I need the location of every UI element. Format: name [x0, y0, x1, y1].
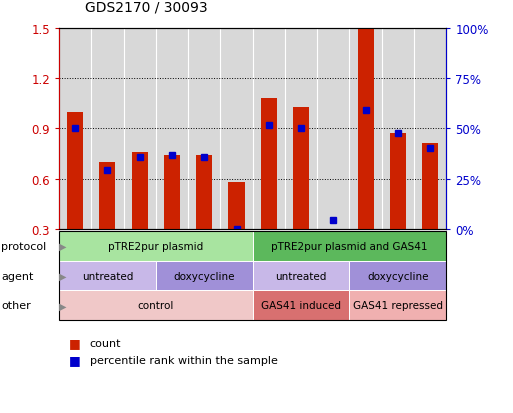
Bar — [59, 29, 91, 229]
Bar — [414, 29, 446, 229]
Text: ■: ■ — [69, 337, 81, 350]
Text: ▶: ▶ — [59, 301, 67, 311]
Text: control: control — [137, 301, 174, 311]
Bar — [252, 29, 285, 229]
Bar — [156, 29, 188, 229]
Bar — [261, 99, 277, 229]
Bar — [91, 29, 124, 229]
Bar — [188, 29, 221, 229]
Bar — [358, 29, 373, 229]
Bar — [100, 162, 115, 229]
Text: agent: agent — [1, 271, 33, 281]
Text: untreated: untreated — [82, 271, 133, 281]
Text: protocol: protocol — [1, 241, 46, 251]
Bar — [67, 112, 83, 229]
Text: pTRE2pur plasmid and GAS41: pTRE2pur plasmid and GAS41 — [271, 241, 428, 251]
Text: untreated: untreated — [275, 271, 327, 281]
Text: doxycycline: doxycycline — [173, 271, 235, 281]
Bar — [382, 29, 414, 229]
Text: doxycycline: doxycycline — [367, 271, 429, 281]
Text: percentile rank within the sample: percentile rank within the sample — [90, 355, 278, 365]
Bar — [124, 29, 156, 229]
Bar — [285, 29, 317, 229]
Text: count: count — [90, 338, 121, 348]
Text: GDS2170 / 30093: GDS2170 / 30093 — [85, 0, 207, 14]
Text: GAS41 repressed: GAS41 repressed — [353, 301, 443, 311]
Text: ▶: ▶ — [59, 271, 67, 281]
Text: GAS41 induced: GAS41 induced — [261, 301, 341, 311]
Bar — [293, 107, 309, 229]
Bar — [422, 144, 438, 229]
Text: pTRE2pur plasmid: pTRE2pur plasmid — [108, 241, 204, 251]
Bar — [349, 29, 382, 229]
Bar — [390, 134, 406, 229]
Bar — [228, 183, 245, 229]
Bar — [132, 152, 148, 229]
Bar — [317, 29, 349, 229]
Text: other: other — [1, 301, 31, 311]
Text: ■: ■ — [69, 353, 81, 366]
Bar — [196, 156, 212, 229]
Bar — [164, 156, 180, 229]
Bar — [221, 29, 252, 229]
Text: ▶: ▶ — [59, 241, 67, 251]
